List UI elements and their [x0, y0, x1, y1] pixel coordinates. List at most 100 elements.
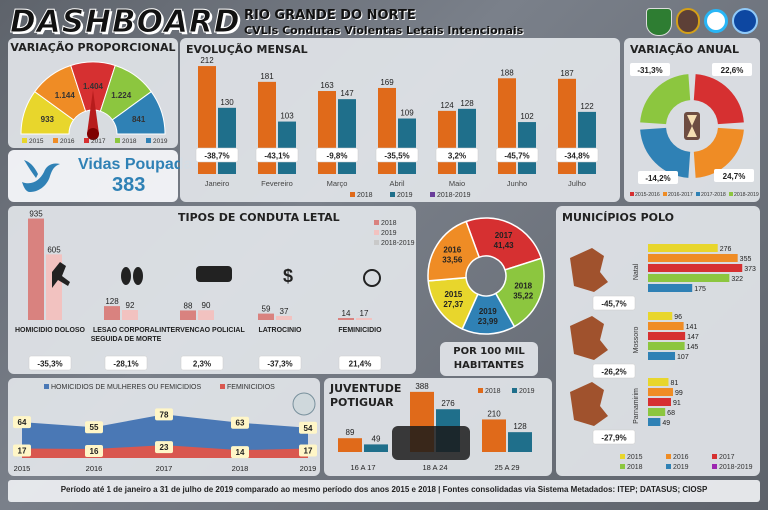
- value-label-2019: 122: [580, 102, 594, 111]
- vidas-poupadas-panel: Vidas Poupadas 383: [8, 150, 201, 202]
- donut-value-label: 23,99: [478, 317, 499, 326]
- legend-label: HOMICIDIOS DE MULHERES OU FEMICIDIOS: [51, 384, 201, 391]
- legend-swatch-2018: [620, 464, 625, 469]
- legend-label-2018-2019: 2018-2019: [734, 192, 759, 198]
- value-box: [231, 416, 249, 429]
- pct-label: -34,8%: [564, 152, 589, 161]
- value-label: 17: [304, 446, 313, 455]
- footprint-icon: [121, 267, 131, 285]
- tipos-conduta-panel: TIPOS DE CONDUTA LETAL 935 605 HOMICIDIO D…: [8, 206, 416, 374]
- tipos-conduta-chart: 935 605 HOMICIDIO DOLOSO -35,3% 128 92 LESAO C…: [15, 210, 415, 371]
- category-label: Janeiro: [205, 179, 230, 188]
- police-shield-icon: [676, 8, 700, 34]
- dashboard-title: DASHBOARD: [10, 4, 241, 41]
- female-symbol-icon: [363, 269, 381, 287]
- por-100mil-label-2: HABITANTES: [453, 360, 525, 371]
- bar-2016-Mossoro: [648, 322, 684, 330]
- legend-label-2019: 2019: [153, 138, 168, 145]
- value-label-2019: 102: [520, 112, 534, 121]
- bar-2019-Parnamirim: [648, 418, 661, 426]
- donut-segment-2018: [494, 257, 545, 328]
- panel-title: EVOLUÇÃO MENSAL: [186, 43, 308, 56]
- legend-swatch-2018: [478, 388, 483, 393]
- annual-label-box: [630, 63, 670, 76]
- pct-label: -28,1%: [113, 360, 138, 369]
- legend-label-2018-2019: 2018-2019: [719, 464, 753, 471]
- mulheres-chart: 64 17 2015 55 16 2016 78 23 2017 63 14 2018 54 17 2019…: [13, 384, 317, 473]
- value-label-2018: 59: [262, 305, 271, 314]
- bar-2018-HOMICIDIO DOLOSO: [28, 218, 44, 320]
- value-box: [85, 421, 103, 434]
- vidas-poupadas-label: Vidas Poupadas: [78, 156, 202, 173]
- value-box: [299, 421, 317, 434]
- year-label: 2015: [14, 464, 31, 473]
- age-label: 25 A 29: [494, 463, 519, 472]
- evolucao-mensal-chart: 212 130 -38,7% Janeiro 181 103 -43,1% Fevereiro…: [195, 56, 599, 199]
- value-label-2018: 212: [200, 56, 214, 65]
- panel-title: VARIAÇÃO PROPORCIONAL: [10, 41, 176, 54]
- panel-title: TIPOS DE CONDUTA LETAL: [178, 211, 340, 224]
- donut-year-label: 2018: [514, 282, 532, 291]
- legend-swatch-2017: [84, 138, 89, 143]
- annual-segment-2015-2016: [693, 74, 744, 125]
- value-label-2019: 130: [220, 98, 234, 107]
- annual-label-box: [638, 171, 678, 184]
- category-label: Maio: [449, 179, 465, 188]
- pct-label: 21,4%: [349, 360, 372, 369]
- legend-swatch-2016-2017: [663, 192, 667, 196]
- bar-2019-Maio: [458, 108, 476, 174]
- youth-silhouettes-icon: [392, 426, 470, 460]
- variacao-anual-chart: 22,6% 24,7% -14,2% -31,3% 2015-2016 2016-2017…: [630, 63, 759, 198]
- annual-segment-2017-2018: [640, 127, 691, 178]
- category-label: LESAO CORPORAL: [93, 327, 160, 334]
- category-label: HOMICIDIO DOLOSO: [15, 327, 86, 334]
- donut-segment-2016: [427, 220, 481, 282]
- value-label: 64: [18, 418, 27, 427]
- value-box: [13, 416, 31, 429]
- legend-label-2018-2019: 2018-2019: [437, 192, 471, 199]
- juventude-title-1: JUVENTUDE: [330, 382, 402, 395]
- pct-label-box: [258, 355, 302, 371]
- por-100mil-label-1: POR 100 MIL: [453, 346, 525, 357]
- pct-label: 3,2%: [448, 152, 466, 161]
- juventude-title-2: POTIGUAR: [330, 396, 394, 409]
- category-label: Abril: [389, 179, 404, 188]
- por-100mil-label-box: POR 100 MIL HABITANTES: [440, 342, 538, 376]
- annual-value-label: -31,3%: [637, 66, 662, 75]
- value-label-2018: 88: [184, 301, 193, 310]
- value-label-2018: 89: [346, 428, 355, 437]
- value-label-2018: 163: [320, 81, 334, 90]
- juventude-panel: JUVENTUDE POTIGUAR 89 49 16 A 17 388 276 18 A…: [324, 378, 552, 476]
- juventude-chart: 89 49 16 A 17 388 276 18 A 24 210 128 25 A 29 201…: [338, 382, 535, 472]
- legend-label-2017-2018: 2017-2018: [701, 192, 726, 198]
- value-label: 63: [236, 419, 245, 428]
- value-label-2018: 124: [440, 101, 454, 110]
- legend-swatch-2015: [620, 454, 625, 459]
- donut-year-label: 2015: [444, 290, 462, 299]
- variacao-anual-panel: VARIAÇÃO ANUAL 22,6% 24,7% -14,2% -31,3% 201…: [624, 38, 760, 202]
- legend-label-2017: 2017: [91, 138, 106, 145]
- pct-label: -35,3%: [37, 360, 62, 369]
- legend-label-2018: 2018: [357, 192, 373, 199]
- bar-2018-FEMINICIDIO: [338, 318, 354, 320]
- pct-label-box: [180, 355, 224, 371]
- legend-label-2019: 2019: [381, 230, 397, 237]
- mulheres-panel: 64 17 2015 55 16 2016 78 23 2017 63 14 2018 54 17 2019…: [8, 378, 320, 476]
- legend-swatch-2019: [146, 138, 151, 143]
- bar-2015-Parnamirim: [648, 378, 669, 386]
- donut-value-label: 27,37: [443, 300, 464, 309]
- value-label-2019: 103: [280, 112, 294, 121]
- value-label-2018: 210: [487, 409, 501, 418]
- donut-year-label: 2016: [443, 245, 461, 254]
- bar-2019-Mossoro: [648, 352, 676, 360]
- bar-2018-LESAO CORPORAL SEGUIDA DE MORTE: [104, 306, 120, 320]
- value-label: 141: [686, 324, 698, 331]
- pct-label: -45,7%: [504, 152, 529, 161]
- value-label: 322: [731, 276, 743, 283]
- legend-swatch-2018-2019: [729, 192, 733, 196]
- panel-title: VARIAÇÃO ANUAL: [630, 43, 739, 56]
- legend-label-2018: 2018: [381, 220, 397, 227]
- bar-2019-Natal: [648, 284, 693, 292]
- evolucao-mensal-panel: EVOLUÇÃO MENSAL 212 130 -38,7% Janeiro 181 10…: [180, 38, 620, 202]
